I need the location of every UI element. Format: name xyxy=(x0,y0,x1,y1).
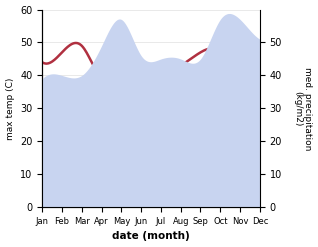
Y-axis label: max temp (C): max temp (C) xyxy=(5,77,15,140)
Y-axis label: med. precipitation
(kg/m2): med. precipitation (kg/m2) xyxy=(293,67,313,150)
X-axis label: date (month): date (month) xyxy=(112,231,190,242)
